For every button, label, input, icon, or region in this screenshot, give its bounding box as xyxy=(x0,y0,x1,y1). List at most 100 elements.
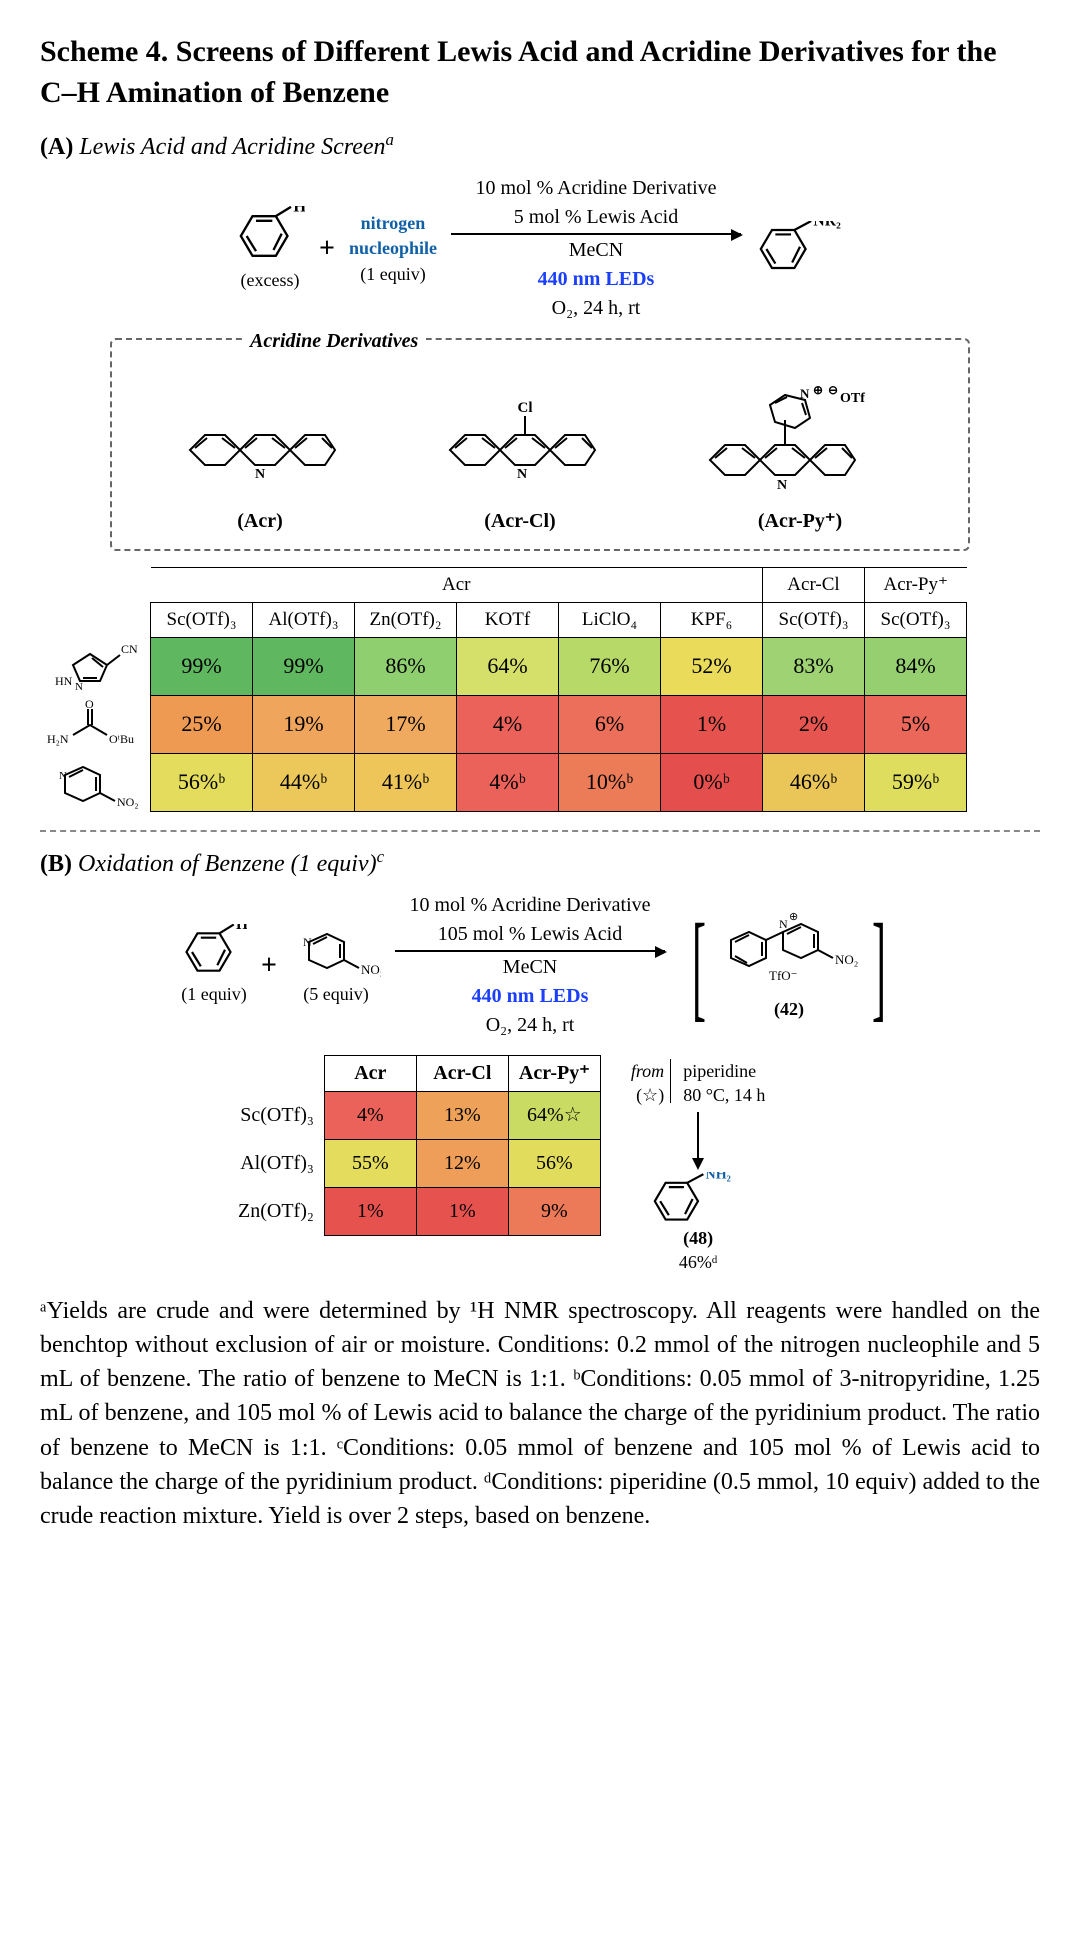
table-a-cell: 99% xyxy=(151,637,253,695)
svg-text:⊖: ⊖ xyxy=(828,383,838,397)
table-b-cell: 13% xyxy=(416,1092,508,1140)
svg-text:O: O xyxy=(85,699,94,711)
svg-text:N: N xyxy=(777,478,787,493)
table-a-cell: 19% xyxy=(253,695,355,753)
down-cond1: piperidine xyxy=(683,1059,765,1083)
downstream-path: from (☆) piperidine 80 °C, 14 h NH₂ (48)… xyxy=(631,1059,766,1274)
nitropyridine-reactant: N NO₂ (5 equiv) xyxy=(291,924,381,1006)
table-a-cell: 6% xyxy=(559,695,661,753)
svg-text:H₂N: H₂N xyxy=(47,732,69,746)
cond-a-b2: 440 nm LEDs xyxy=(538,266,655,293)
table-b-row-1: Al(OTf)₃55%12%56% xyxy=(230,1140,600,1188)
table-a-cell: 99% xyxy=(253,637,355,695)
table-a-cell: 2% xyxy=(763,695,865,753)
reaction-arrow-b: 10 mol % Acridine Derivative 105 mol % L… xyxy=(395,892,665,1039)
svg-text:OᵗBu: OᵗBu xyxy=(109,732,134,746)
aniline-num: (48) xyxy=(683,1226,713,1250)
rowhead-nitropyridine: N NO₂ xyxy=(40,754,150,812)
benzene-b-equiv: (1 equiv) xyxy=(181,982,246,1006)
table-a-cell: 44%ᵇ xyxy=(253,753,355,811)
down-cond2: 80 °C, 14 h xyxy=(683,1083,765,1107)
acr-box-caption: Acridine Derivatives xyxy=(242,328,426,355)
svg-text:N: N xyxy=(255,467,265,482)
table-b-cell: 4% xyxy=(324,1092,416,1140)
table-a-col-6: Sc(OTf)₃ xyxy=(763,603,865,638)
table-a-cell: 46%ᵇ xyxy=(763,753,865,811)
table-b-cell: 1% xyxy=(416,1188,508,1236)
svg-text:NO₂: NO₂ xyxy=(361,962,381,977)
table-b-row-0: Sc(OTf)₃4%13%64%☆ xyxy=(230,1092,600,1140)
svg-text:N: N xyxy=(800,386,810,401)
cond-b-top2: 105 mol % Lewis Acid xyxy=(438,921,622,948)
cond-a-top2: 5 mol % Lewis Acid xyxy=(514,204,678,231)
table-a-row-0: 99%99%86%64%76%52%83%84% xyxy=(151,637,967,695)
divider xyxy=(40,830,1040,832)
acr-label-2: (Acr-Py⁺) xyxy=(700,508,900,535)
table-b-colheader: Acr Acr-Cl Acr-Py⁺ xyxy=(230,1056,600,1092)
plus-icon-b: + xyxy=(261,947,277,985)
svg-text:N: N xyxy=(517,467,527,482)
table-b: Acr Acr-Cl Acr-Py⁺ Sc(OTf)₃4%13%64%☆Al(O… xyxy=(230,1055,601,1236)
table-a-cell: 86% xyxy=(355,637,457,695)
table-a-col-2: Zn(OTf)₂ xyxy=(355,603,457,638)
cond-a-b1: MeCN xyxy=(569,237,623,264)
grp-acrcl: Acr-Cl xyxy=(763,568,865,603)
table-a-col-3: KOTf xyxy=(457,603,559,638)
table-b-rowhead-1: Al(OTf)₃ xyxy=(230,1140,324,1188)
svg-text:⊕: ⊕ xyxy=(789,911,798,923)
nuc-line2: nucleophile xyxy=(349,238,437,258)
svg-text:CN: CN xyxy=(121,642,138,656)
cond-a-top1: 10 mol % Acridine Derivative xyxy=(475,175,716,202)
benzene-equiv-label: (excess) xyxy=(241,268,300,292)
svg-text:N: N xyxy=(75,681,83,693)
benzene-reactant: H (excess) xyxy=(235,206,305,292)
svg-text:OTf: OTf xyxy=(840,391,865,406)
svg-text:NO₂: NO₂ xyxy=(117,795,139,809)
table-a-col-5: KPF₆ xyxy=(661,603,763,638)
table-b-rowhead-2: Zn(OTf)₂ xyxy=(230,1188,324,1236)
plus-icon: + xyxy=(319,230,335,268)
tb-col1: Acr-Cl xyxy=(416,1056,508,1092)
acr-label-0: (Acr) xyxy=(180,508,340,535)
rowhead-pyrazole: CN HN N xyxy=(40,638,150,696)
acridine-acr: N (Acr) xyxy=(180,410,340,535)
table-a-cell: 4% xyxy=(457,695,559,753)
table-a: CN HN N H₂N OᵗBu O N NO₂ Acr xyxy=(40,567,1040,811)
table-a-col-0: Sc(OTf)₃ xyxy=(151,603,253,638)
cond-b-b1: MeCN xyxy=(503,954,557,981)
table-a-cell: 76% xyxy=(559,637,661,695)
reaction-a: H (excess) + nitrogen nucleophile (1 equi… xyxy=(40,175,1040,322)
table-a-cell: 83% xyxy=(763,637,865,695)
table-a-cell: 10%ᵇ xyxy=(559,753,661,811)
table-b-cell: 12% xyxy=(416,1140,508,1188)
down-star: (☆) xyxy=(631,1083,664,1107)
table-a-col-7: Sc(OTf)₃ xyxy=(865,603,967,638)
table-a-cell: 1% xyxy=(661,695,763,753)
svg-text:NR₂: NR₂ xyxy=(813,221,841,229)
footnotes: ᵃYields are crude and were determined by… xyxy=(40,1294,1040,1533)
acridine-derivatives-box: Acridine Derivatives N (Acr) xyxy=(110,338,970,551)
table-a-cell: 4%ᵇ xyxy=(457,753,559,811)
table-b-row-2: Zn(OTf)₂1%1%9% xyxy=(230,1188,600,1236)
table-a-row-1: 25%19%17%4%6%1%2%5% xyxy=(151,695,967,753)
svg-text:N: N xyxy=(303,935,312,949)
aniline-yield: 46%ᵈ xyxy=(679,1250,718,1274)
table-a-colheader: Sc(OTf)₃Al(OTf)₃Zn(OTf)₂KOTfLiClO₄KPF₆Sc… xyxy=(151,603,967,638)
svg-text:H: H xyxy=(293,206,305,216)
svg-text:Cl: Cl xyxy=(518,400,533,416)
table-a-groupheader: Acr Acr-Cl Acr-Py⁺ xyxy=(151,568,967,603)
table-a-cell: 17% xyxy=(355,695,457,753)
table-a-cell: 41%ᵇ xyxy=(355,753,457,811)
svg-text:N: N xyxy=(779,917,788,931)
grp-acrpy: Acr-Py⁺ xyxy=(865,568,967,603)
acr-label-1: (Acr-Cl) xyxy=(440,508,600,535)
aniline-structure: NH₂ xyxy=(648,1172,748,1226)
nuc-line1: nitrogen xyxy=(361,213,426,233)
product-42-label: (42) xyxy=(719,997,859,1021)
nuc-equiv: (1 equiv) xyxy=(360,262,425,286)
acridine-acrcl: Cl N (Acr-Cl) xyxy=(440,392,600,535)
part-b-lower: Acr Acr-Cl Acr-Py⁺ Sc(OTf)₃4%13%64%☆Al(O… xyxy=(40,1055,1040,1274)
cond-b-b3: O₂, 24 h, rt xyxy=(486,1012,575,1039)
table-a-grid: Acr Acr-Cl Acr-Py⁺ Sc(OTf)₃Al(OTf)₃Zn(OT… xyxy=(150,567,967,811)
table-a-cell: 84% xyxy=(865,637,967,695)
